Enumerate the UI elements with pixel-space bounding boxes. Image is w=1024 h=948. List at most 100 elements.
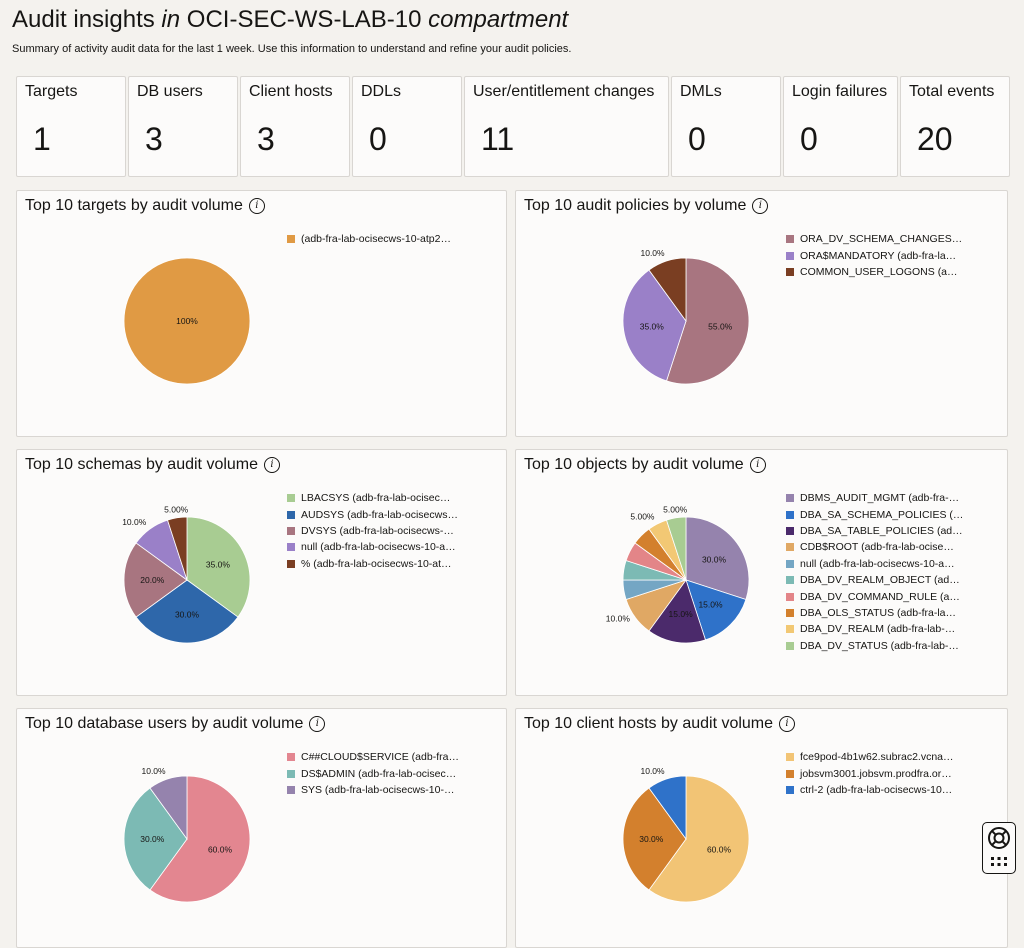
legend-item[interactable]: DS$ADMIN (adb-fra-lab-ocisec…	[287, 765, 459, 781]
pie-slice[interactable]	[648, 775, 687, 841]
legend-swatch	[786, 608, 794, 617]
legend-item[interactable]: fce9pod-4b1w62.subrac2.vcna…	[786, 749, 954, 765]
legend-item[interactable]: DVSYS (adb-fra-lab-ocisecws-…	[287, 523, 458, 539]
info-icon[interactable]: i	[248, 198, 265, 214]
chart-legend: DBMS_AUDIT_MGMT (adb-fra-… DBA_SA_SCHEMA_…	[786, 490, 963, 654]
legend-item[interactable]: DBA_DV_STATUS (adb-fra-lab-…	[786, 638, 963, 654]
chart-legend: ORA_DV_SCHEMA_CHANGES… ORA$MANDATORY (adb…	[786, 231, 962, 280]
pie-chart[interactable]: 60.0% 30.0% 10.0%	[616, 766, 756, 909]
legend-label: DBA_OLS_STATUS (adb-fra-la…	[800, 606, 956, 619]
pie-slice[interactable]	[149, 775, 251, 903]
pie-slice[interactable]	[648, 579, 706, 644]
legend-swatch	[287, 785, 295, 794]
pie-slice[interactable]	[186, 516, 251, 618]
legend-item[interactable]: null (adb-fra-lab-ocisecws-10-a…	[287, 539, 458, 555]
info-icon[interactable]: i	[749, 457, 766, 473]
legend-item[interactable]: ORA$MANDATORY (adb-fra-la…	[786, 247, 962, 263]
tile-value: 3	[257, 121, 275, 157]
legend-swatch	[786, 235, 794, 244]
panel-title: Top 10 database users by audit volume i	[25, 715, 326, 733]
pie-slice[interactable]	[167, 516, 188, 581]
legend-item[interactable]: % (adb-fra-lab-ocisecws-10-at…	[287, 556, 458, 572]
slice-label: 30.0%	[140, 834, 165, 844]
legend-swatch	[287, 494, 295, 503]
info-icon[interactable]: i	[752, 198, 769, 214]
legend-item[interactable]: DBA_DV_REALM_OBJECT (ad…	[786, 572, 963, 588]
tile-label: Total events	[909, 83, 995, 100]
pie-slice[interactable]	[666, 257, 750, 385]
help-widget[interactable]	[982, 822, 1016, 874]
legend-item[interactable]: DBMS_AUDIT_MGMT (adb-fra-…	[786, 490, 963, 506]
info-icon[interactable]: i	[309, 716, 326, 732]
pie-slice[interactable]	[685, 516, 750, 600]
pie-slice[interactable]	[622, 269, 687, 382]
tile-value: 11	[481, 121, 515, 157]
pie-chart[interactable]: 100%	[117, 251, 257, 391]
slice-label: 10.0%	[640, 766, 665, 776]
pie-chart[interactable]: 60.0% 30.0% 10.0%	[117, 766, 257, 909]
legend-item[interactable]: DBA_OLS_STATUS (adb-fra-la…	[786, 605, 963, 621]
panel-title: Top 10 objects by audit volume i	[524, 456, 766, 474]
compartment-name: OCI-SEC-WS-LAB-10	[186, 6, 422, 33]
legend-swatch	[287, 543, 295, 552]
tile-label: User/entitlement changes	[473, 83, 655, 100]
pie-chart[interactable]: 35.0% 30.0% 20.0% 10.0% 5.00%	[117, 505, 257, 650]
pie-slice[interactable]	[666, 516, 687, 581]
legend-swatch	[786, 543, 794, 552]
legend-item[interactable]: null (adb-fra-lab-ocisecws-10-a…	[786, 556, 963, 572]
pie-slice[interactable]	[135, 579, 239, 644]
pie-slice[interactable]	[648, 257, 687, 323]
pie-slice[interactable]	[149, 775, 188, 841]
pie-chart[interactable]: 30.0% 15.0% 15.0% 10.0% 5.00% 5.00%	[606, 505, 756, 650]
legend-item[interactable]: ORA_DV_SCHEMA_CHANGES…	[786, 231, 962, 247]
slice-label: 5.00%	[663, 505, 688, 515]
legend-item[interactable]: DBA_SA_SCHEMA_POLICIES (…	[786, 506, 963, 522]
legend-item[interactable]: DBA_SA_TABLE_POLICIES (ad…	[786, 523, 963, 539]
legend-label: COMMON_USER_LOGONS (a…	[800, 265, 958, 278]
legend-item[interactable]: SYS (adb-fra-lab-ocisecws-10-…	[287, 782, 459, 798]
tile-client-hosts: Client hosts 3	[240, 76, 350, 177]
chart-legend: C##CLOUD$SERVICE (adb-fra… DS$ADMIN (adb-…	[287, 749, 459, 798]
legend-swatch	[786, 510, 794, 519]
legend-item[interactable]: C##CLOUD$SERVICE (adb-fra…	[287, 749, 459, 765]
tile-label: DMLs	[680, 83, 722, 100]
slice-label: 10.0%	[141, 766, 166, 776]
legend-item[interactable]: DBA_DV_COMMAND_RULE (a…	[786, 588, 963, 604]
legend-item[interactable]: jobsvm3001.jobsvm.prodfra.or…	[786, 765, 954, 781]
slice-label: 55.0%	[708, 321, 733, 331]
legend-swatch	[287, 510, 295, 519]
legend-item[interactable]: AUDSYS (adb-fra-lab-ocisecws…	[287, 506, 458, 522]
slice-label: 30.0%	[702, 555, 727, 565]
legend-swatch	[786, 625, 794, 634]
slice-label: 20.0%	[140, 575, 165, 585]
info-icon[interactable]: i	[264, 457, 281, 473]
legend-label: DBMS_AUDIT_MGMT (adb-fra-…	[800, 492, 960, 505]
pie-chart[interactable]: 55.0% 35.0% 10.0%	[616, 248, 756, 391]
legend-item[interactable]: ctrl-2 (adb-fra-lab-ocisecws-10…	[786, 782, 954, 798]
chart-legend: LBACSYS (adb-fra-lab-ocisec… AUDSYS (adb-…	[287, 490, 458, 572]
pie-slice[interactable]	[123, 787, 188, 891]
panel-top-objects: Top 10 objects by audit volume i 30.0% 15.…	[515, 449, 1008, 696]
pie-slice[interactable]	[648, 775, 750, 903]
legend-item[interactable]: COMMON_USER_LOGONS (a…	[786, 264, 962, 280]
legend-label: LBACSYS (adb-fra-lab-ocisec…	[301, 492, 451, 505]
pie-slice[interactable]	[123, 257, 251, 385]
legend-item[interactable]: CDB$ROOT (adb-fra-lab-ocise…	[786, 539, 963, 555]
legend-item[interactable]: (adb-fra-lab-ocisecws-10-atp2…	[287, 231, 451, 247]
legend-item[interactable]: LBACSYS (adb-fra-lab-ocisec…	[287, 490, 458, 506]
slice-label: 10.0%	[122, 517, 147, 527]
legend-label: DBA_DV_STATUS (adb-fra-lab-…	[800, 639, 959, 652]
pie-slice[interactable]	[622, 787, 687, 891]
legend-label: null (adb-fra-lab-ocisecws-10-a…	[301, 541, 456, 554]
panel-top-audit-policies: Top 10 audit policies by volume i 55.0% 35…	[515, 190, 1008, 437]
legend-swatch	[786, 251, 794, 260]
pie-slice[interactable]	[123, 542, 188, 618]
slice-label: 60.0%	[208, 845, 233, 855]
info-icon[interactable]: i	[779, 716, 796, 732]
tile-value: 1	[33, 121, 51, 157]
panel-top-schemas: Top 10 schemas by audit volume i 35.0% 30.…	[16, 449, 507, 696]
legend-label: fce9pod-4b1w62.subrac2.vcna…	[800, 751, 954, 764]
legend-swatch	[287, 753, 295, 762]
legend-label: jobsvm3001.jobsvm.prodfra.or…	[800, 767, 952, 780]
legend-item[interactable]: DBA_DV_REALM (adb-fra-lab-…	[786, 621, 963, 637]
